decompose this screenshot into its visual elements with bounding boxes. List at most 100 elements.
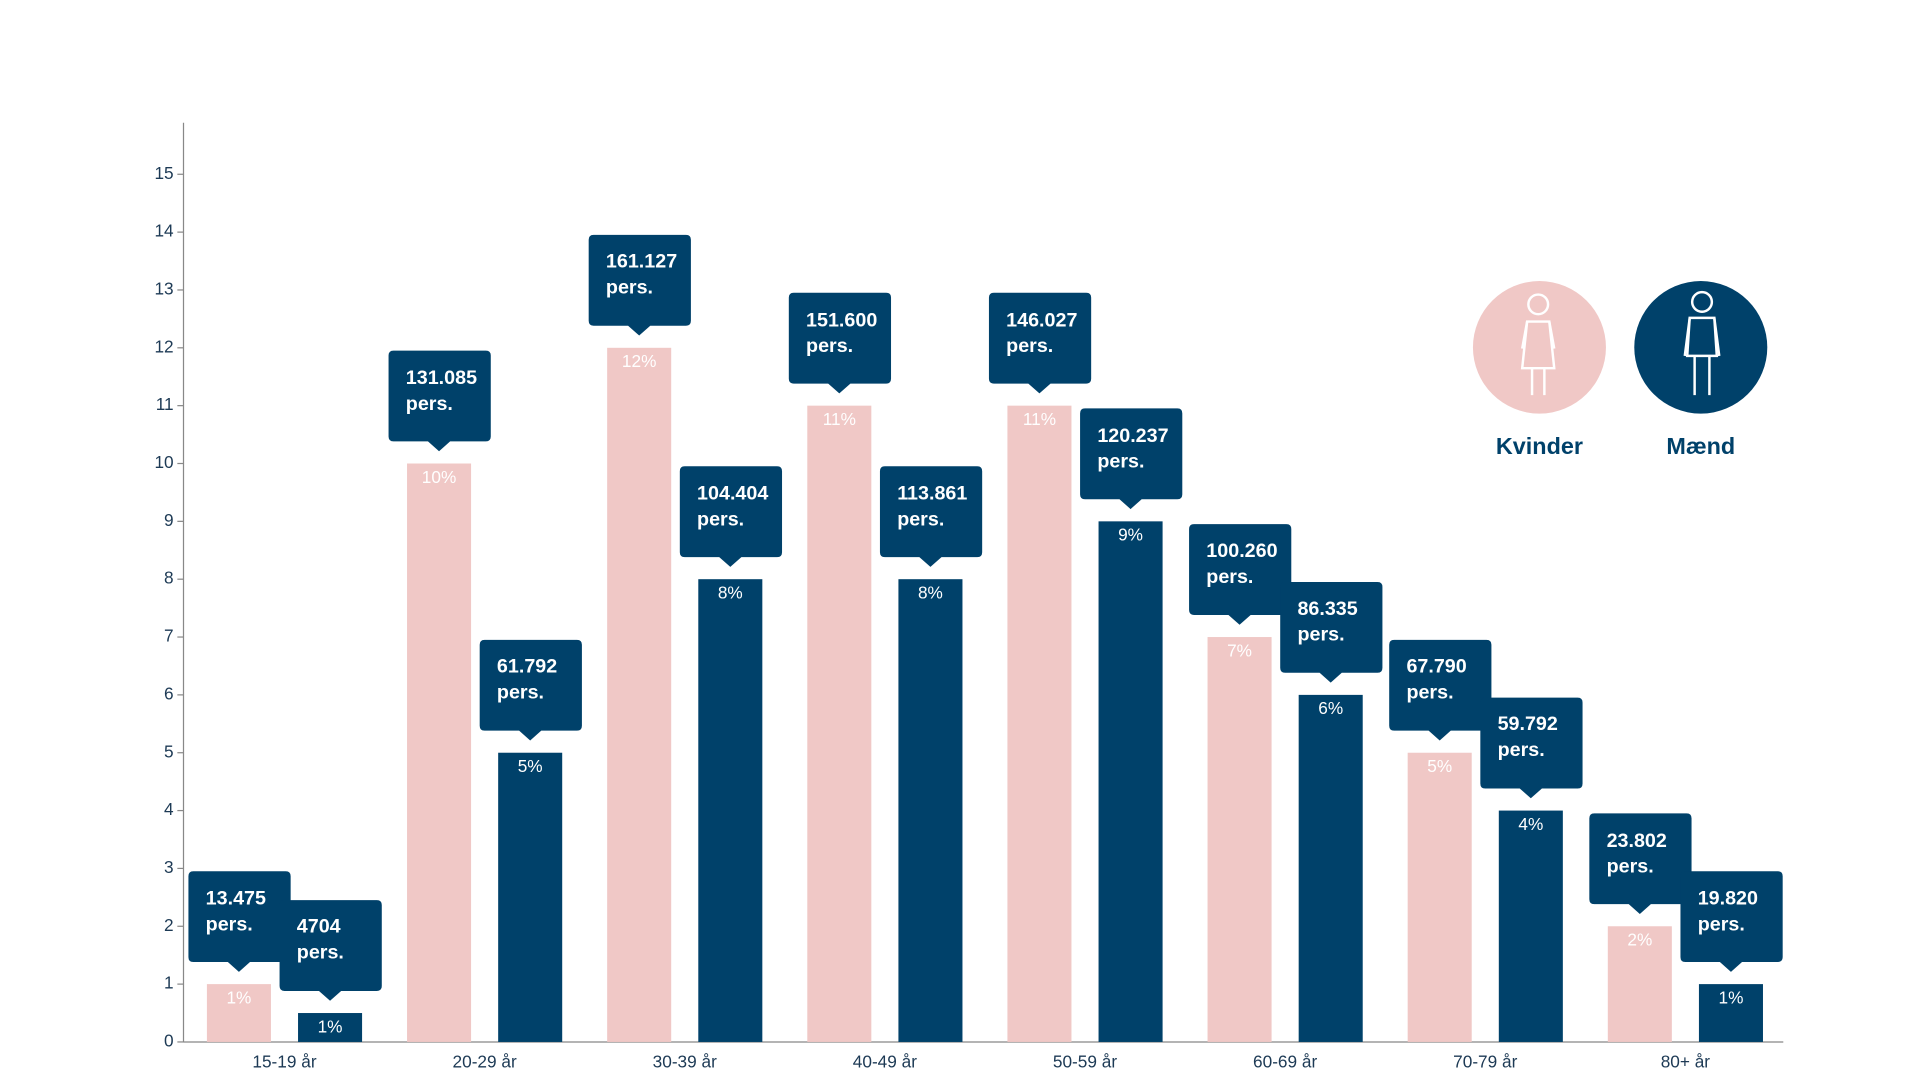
callout-label: 120.237 pers.: [1097, 425, 1169, 473]
callout: [588, 234, 691, 336]
callout-label: 151.600 pers.: [806, 309, 878, 357]
callout-label-box: 13.475 pers.: [205, 888, 266, 936]
callout-label-box: 86.335 pers.: [1297, 599, 1358, 646]
legend-label: Kvinder: [1496, 433, 1583, 459]
y-tick-label: 14: [154, 221, 174, 241]
callout-label-box: 120.237 pers.: [1097, 425, 1169, 473]
callout-label-box: 4704 pers.: [297, 917, 344, 964]
callout: [1589, 813, 1692, 914]
value-label: 4%: [1518, 814, 1543, 834]
callout: [188, 871, 291, 972]
y-tick-label: 12: [154, 336, 173, 356]
value-label: 11%: [823, 409, 856, 429]
callout: [479, 639, 582, 741]
callout-label: 61.792 pers.: [496, 656, 558, 704]
callout-label: 146.027 pers.: [1006, 309, 1078, 357]
value-label: 1%: [318, 1016, 343, 1036]
callout: [1680, 871, 1783, 972]
callout: [279, 900, 382, 1001]
bar: [206, 984, 271, 1042]
callout-label-box: 19.820 pers.: [1697, 888, 1758, 936]
callout-label: 113.861 pers.: [897, 483, 968, 531]
y-tick-label: 1: [164, 973, 174, 993]
callout-label-box: 59.792 pers.: [1497, 714, 1558, 762]
value-label: 1%: [226, 987, 251, 1007]
x-tick-label: 30-39 år: [653, 1051, 717, 1071]
bar: [698, 579, 763, 1042]
y-tick-label: 15: [154, 163, 173, 183]
callout-label: 131.085 pers.: [405, 367, 478, 415]
value-label: 8%: [718, 582, 743, 602]
callout-label-box: 131.085 pers.: [405, 367, 478, 415]
callout: [388, 350, 491, 452]
value-label: 7%: [1227, 640, 1252, 660]
value-label: 10%: [422, 467, 456, 487]
callout-label: 59.792 pers.: [1497, 714, 1558, 762]
man-icon: [1683, 290, 1721, 396]
y-tick-label: 9: [164, 510, 174, 530]
callout: [1080, 408, 1183, 510]
callout: [679, 466, 783, 567]
bar: [1698, 984, 1763, 1042]
callout-label-box: 61.792 pers.: [496, 656, 558, 704]
x-tick-label: 60-69 år: [1253, 1051, 1317, 1071]
callout-label-box: 146.027 pers.: [1006, 309, 1078, 357]
y-tick-label: 7: [164, 626, 174, 646]
x-tick-label: 70-79 år: [1453, 1051, 1517, 1071]
bar: [898, 579, 963, 1042]
value-label: 2%: [1627, 930, 1652, 950]
callout: [988, 292, 1092, 394]
bar: [1407, 752, 1472, 1042]
x-tick-label: 20-29 år: [453, 1051, 517, 1071]
bar: [1607, 926, 1672, 1042]
callout: [1480, 697, 1583, 799]
callout: [879, 466, 983, 567]
callout: [788, 292, 892, 394]
value-label: 9%: [1118, 525, 1143, 545]
callout-label: 19.820 pers.: [1697, 888, 1758, 936]
woman-icon: [1520, 293, 1556, 396]
callout-label: 100.260 pers.: [1206, 541, 1278, 588]
callout-label: 23.802 pers.: [1606, 830, 1667, 878]
bar: [807, 405, 872, 1042]
value-label: 12%: [622, 351, 656, 371]
legend-swatch: [1634, 281, 1768, 414]
y-tick-label: 8: [164, 568, 174, 588]
y-tick-label: 0: [164, 1031, 174, 1051]
callout-label: 104.404 pers.: [697, 483, 769, 531]
value-label: 1%: [1718, 987, 1743, 1007]
y-tick-label: 4: [164, 799, 174, 819]
bar: [1207, 637, 1272, 1042]
x-tick-label: 15-19 år: [252, 1051, 316, 1071]
y-tick-label: 6: [164, 683, 174, 703]
y-tick-label: 2: [164, 915, 174, 935]
x-tick-label: 80+ år: [1661, 1051, 1711, 1071]
y-tick-label: 13: [154, 279, 173, 299]
bar: [1498, 810, 1563, 1042]
callout-label: 13.475 pers.: [205, 888, 266, 936]
bar: [1298, 694, 1363, 1042]
callout-label: 161.127 pers.: [605, 252, 678, 299]
bar: [1098, 521, 1163, 1042]
legend-swatch: [1472, 281, 1606, 414]
callout: [1280, 581, 1383, 683]
value-label: 11%: [1023, 409, 1056, 429]
bar: [498, 752, 563, 1042]
y-tick-label: 3: [164, 857, 174, 877]
bar: [298, 1013, 363, 1042]
value-label: 5%: [1427, 756, 1452, 776]
callout-label-box: 67.790 pers.: [1406, 656, 1467, 704]
callout-label-box: 100.260 pers.: [1206, 541, 1278, 588]
value-label: 5%: [518, 756, 543, 776]
y-tick-label: 5: [164, 741, 174, 761]
callout-label-box: 151.600 pers.: [806, 309, 878, 357]
callout-label-box: 23.802 pers.: [1606, 830, 1667, 878]
callout-label: 86.335 pers.: [1297, 599, 1358, 646]
callout-label-box: 104.404 pers.: [697, 483, 769, 531]
callout-label-box: 161.127 pers.: [605, 252, 678, 299]
legend-label: Mænd: [1666, 433, 1735, 459]
callout-label: 67.790 pers.: [1406, 656, 1467, 704]
callout-label-box: 113.861 pers.: [897, 483, 968, 531]
